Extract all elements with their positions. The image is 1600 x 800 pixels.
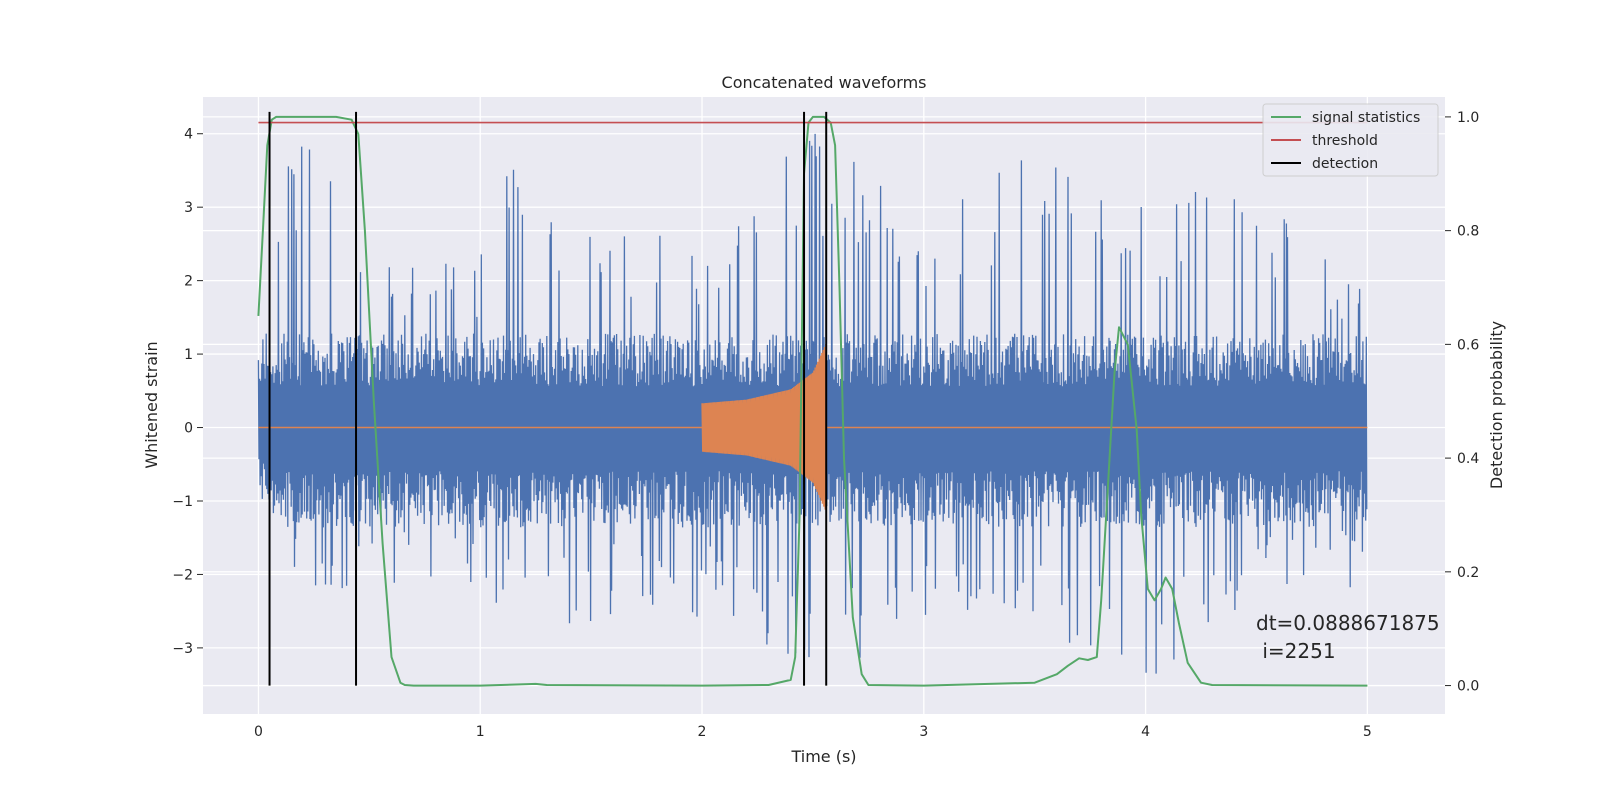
y2-tick-label: 0.4 xyxy=(1457,451,1479,467)
y2-tick-label: 0.2 xyxy=(1457,565,1479,581)
legend-box xyxy=(1262,103,1439,177)
x-tick-label: 3 xyxy=(919,724,928,740)
y2-tick-label: 0.6 xyxy=(1457,337,1479,353)
legend-label-threshold: threshold xyxy=(1312,133,1378,149)
legend-label-signal-statistics: signal statistics xyxy=(1312,110,1420,126)
y-tick-label: 1 xyxy=(184,347,193,363)
x-tick-label: 2 xyxy=(698,724,707,740)
y-tick-label: −1 xyxy=(172,494,193,510)
signal-statistics-line xyxy=(257,115,1368,687)
annotation-dt: dt=0.0888671875 xyxy=(1256,611,1440,635)
y-tick-label: −3 xyxy=(172,641,193,657)
y2-axis-label: Detection probability xyxy=(1487,321,1506,489)
injection-chirp xyxy=(701,343,827,510)
x-tick-label: 4 xyxy=(1141,724,1150,740)
y-tick-label: 0 xyxy=(184,421,193,437)
injection-series xyxy=(258,343,1368,510)
legend: signal statistics threshold detection xyxy=(1262,103,1439,177)
y2-tick-label: 0.0 xyxy=(1457,679,1479,695)
axes: 0 1 2 3 4 5 −3 −2 −1 0 1 2 3 4 0.0 0.2 0.4 0.6 0.8 1.0 xyxy=(172,110,1479,740)
chart-title: Concatenated waveforms xyxy=(722,73,927,92)
y-tick-label: 3 xyxy=(184,200,193,216)
x-tick-label: 5 xyxy=(1363,724,1372,740)
y-axis-label: Whitened strain xyxy=(142,341,161,468)
y-tick-label: 2 xyxy=(184,274,193,290)
x-tick-label: 1 xyxy=(476,724,485,740)
annotation-i: i=2251 xyxy=(1256,639,1336,663)
legend-label-detection: detection xyxy=(1312,156,1378,172)
x-tick-label: 0 xyxy=(254,724,263,740)
y-tick-label: −2 xyxy=(172,567,193,583)
y-tick-label: 4 xyxy=(184,127,193,143)
signal-statistics-series xyxy=(257,115,1368,687)
x-axis-label: Time (s) xyxy=(790,747,856,766)
y2-tick-label: 1.0 xyxy=(1457,110,1479,126)
y2-tick-label: 0.8 xyxy=(1457,224,1479,240)
detection-series xyxy=(268,111,828,686)
